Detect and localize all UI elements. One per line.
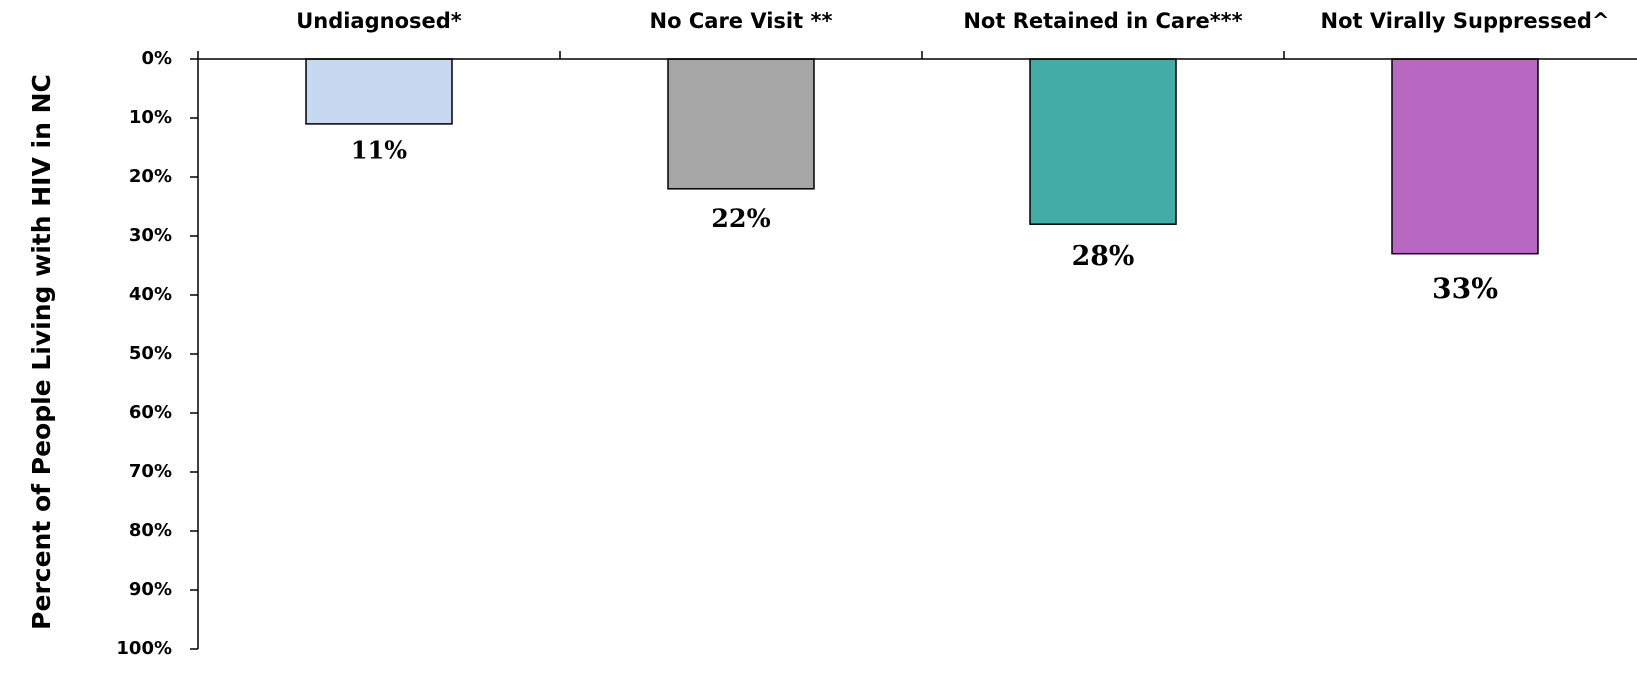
category-label: Undiagnosed* [296,9,462,33]
y-tick-label: 0% [141,48,172,69]
y-tick-label: 80% [129,520,172,541]
y-tick-label: 40% [129,284,172,305]
category-label: Not Retained in Care*** [963,9,1242,33]
category-label: Not Virally Suppressed^ [1321,9,1610,33]
bar [667,58,815,190]
y-tick-label: 30% [129,225,172,246]
data-label: 33% [1432,272,1498,305]
y-tick-label: 60% [129,402,172,423]
y-tick-label: 20% [129,166,172,187]
bar [1391,58,1539,255]
y-axis-title: Percent of People Living with HIV in NC [27,74,56,630]
y-tick-label: 50% [129,343,172,364]
data-label: 22% [711,203,770,233]
category-label: No Care Visit ** [650,9,833,33]
y-tick-label: 90% [129,579,172,600]
bar [305,58,453,125]
y-tick-label: 70% [129,461,172,482]
data-label: 11% [351,135,407,164]
data-label: 28% [1072,241,1135,272]
plot-area: 0% 10% 20% 30% 40% 50% 60% 70% 80% 90% 100% 11% 22% 2… [116,9,1637,659]
y-tick-label: 100% [116,638,172,659]
bar [1029,58,1177,225]
y-axis-title-group: Percent of People Living with HIV in NC [27,74,56,630]
y-tick-label: 10% [129,107,172,128]
